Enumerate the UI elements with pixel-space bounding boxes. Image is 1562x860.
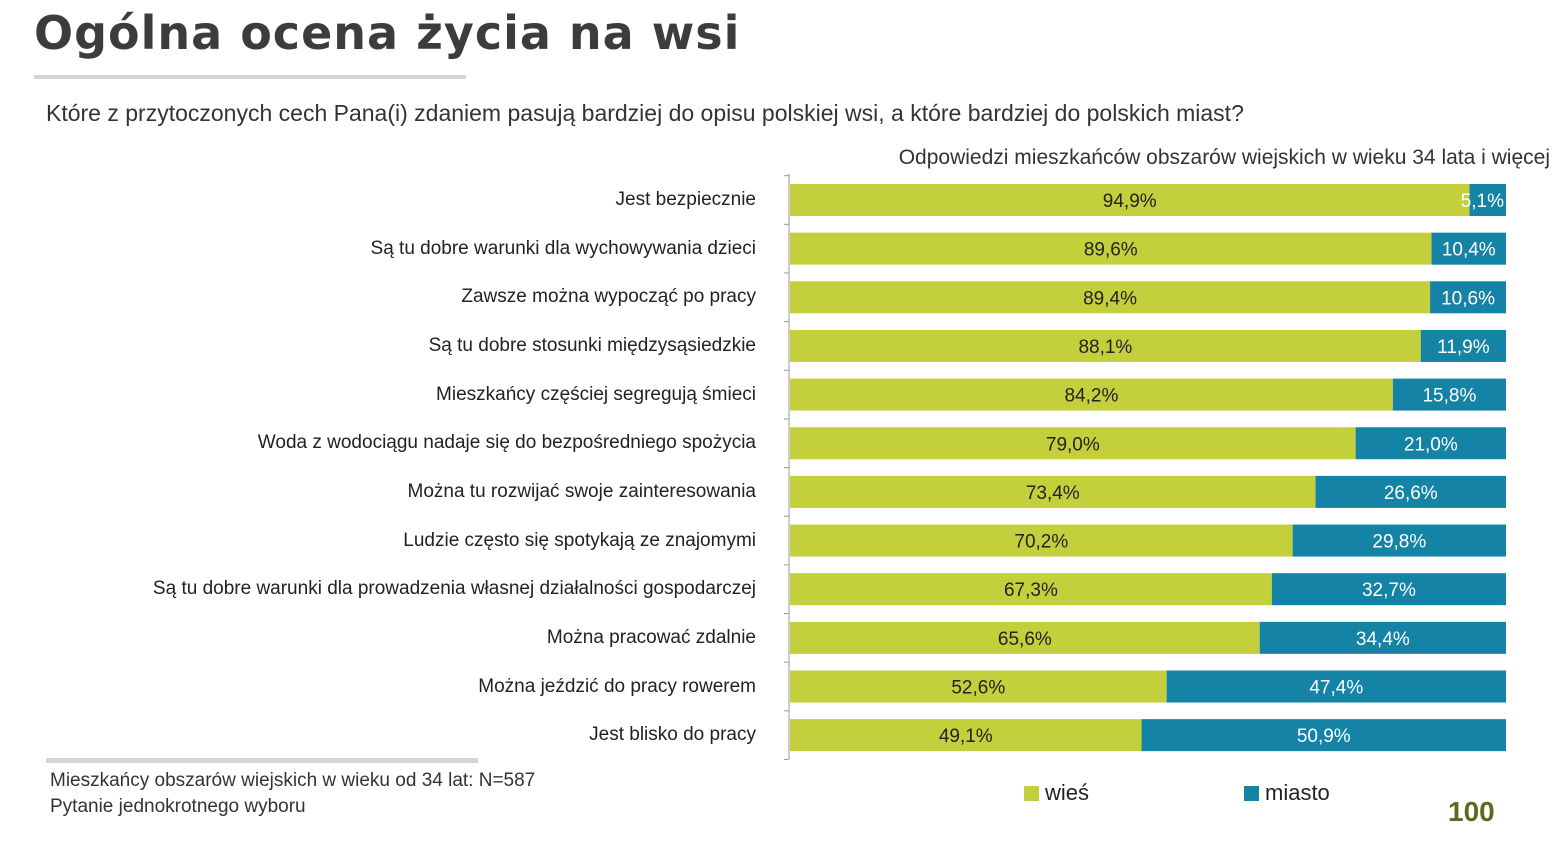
bar-wies xyxy=(790,329,1421,362)
data-label: 89,4% xyxy=(1083,288,1137,309)
data-label: 94,9% xyxy=(1103,191,1157,212)
bar-miasto xyxy=(1420,329,1506,362)
data-label: 73,4% xyxy=(1026,483,1080,504)
category-label: Zawsze można wypocząć po pracy xyxy=(461,286,756,308)
bar-wies xyxy=(790,281,1431,314)
title-divider xyxy=(34,75,466,79)
category-label: Można jeździć do pracy rowerem xyxy=(478,675,756,697)
data-label: 50,9% xyxy=(1297,726,1351,747)
data-label: 10,6% xyxy=(1441,288,1495,309)
bar-wies xyxy=(790,475,1316,508)
data-label: 32,7% xyxy=(1362,580,1416,601)
category-label: Są tu dobre stosunki międzysąsiedzkie xyxy=(428,334,756,356)
chart-title: Odpowiedzi mieszkańców obszarów wiejskic… xyxy=(898,146,1550,169)
sample-note: Mieszkańcy obszarów wiejskich w wieku od… xyxy=(50,770,536,791)
legend-label: miasto xyxy=(1265,780,1330,805)
bar-miasto xyxy=(1355,427,1506,460)
survey-question: Które z przytoczonych cech Pana(i) zdani… xyxy=(46,100,1244,126)
bar-miasto xyxy=(1469,184,1506,216)
bar-wies xyxy=(790,719,1142,752)
legend-swatch-wies xyxy=(1024,785,1039,801)
legend-swatch-miasto xyxy=(1244,785,1259,801)
legend-item-miasto: miasto xyxy=(1244,780,1330,806)
question-type-note: Pytanie jednokrotnego wyboru xyxy=(50,796,306,817)
bar-miasto xyxy=(1315,475,1506,508)
data-label: 29,8% xyxy=(1372,532,1426,553)
data-label: 70,2% xyxy=(1014,532,1068,553)
data-label: 34,4% xyxy=(1356,629,1410,650)
bar-miasto xyxy=(1430,281,1506,314)
bar-miasto xyxy=(1271,573,1506,606)
bar-miasto xyxy=(1392,378,1506,411)
bar-wies xyxy=(790,232,1432,265)
category-label: Jest blisko do pracy xyxy=(589,724,756,746)
bar-wies xyxy=(790,621,1260,654)
bar-miasto xyxy=(1431,232,1506,265)
legend-item-wies: wieś xyxy=(1024,780,1089,806)
data-label: 5,1% xyxy=(1461,191,1504,212)
bar-miasto xyxy=(1259,621,1506,654)
data-label: 15,8% xyxy=(1422,386,1476,407)
category-label: Są tu dobre warunki dla prowadzenia włas… xyxy=(152,578,756,600)
bar-wies xyxy=(790,573,1272,606)
category-label: Woda z wodociągu nadaje się do bezpośred… xyxy=(257,432,756,454)
category-label: Są tu dobre warunki dla wychowywania dzi… xyxy=(370,237,756,259)
bar-wies xyxy=(790,427,1356,460)
category-label: Mieszkańcy częściej segregują śmieci xyxy=(436,383,756,405)
data-label: 47,4% xyxy=(1309,678,1363,699)
data-label: 79,0% xyxy=(1046,434,1100,455)
data-label: 52,6% xyxy=(951,678,1005,699)
bar-miasto xyxy=(1292,524,1506,557)
footer-divider xyxy=(46,758,478,763)
data-label: 11,9% xyxy=(1437,337,1490,358)
data-label: 84,2% xyxy=(1064,386,1118,407)
bar-wies xyxy=(790,524,1293,557)
category-label: Można tu rozwijać swoje zainteresowania xyxy=(407,480,757,502)
data-label: 65,6% xyxy=(998,629,1052,650)
category-label: Można pracować zdalnie xyxy=(546,626,756,648)
page-number: 100 xyxy=(1448,796,1495,827)
bar-wies xyxy=(790,184,1470,216)
category-label: Jest bezpiecznie xyxy=(615,189,756,210)
data-label: 49,1% xyxy=(939,726,993,747)
bar-miasto xyxy=(1141,719,1506,752)
page-title: Ogólna ocena życia na wsi xyxy=(34,6,741,60)
bar-miasto xyxy=(1166,670,1506,703)
data-label: 88,1% xyxy=(1078,337,1132,358)
data-label: 26,6% xyxy=(1384,483,1438,504)
data-label: 21,0% xyxy=(1404,434,1458,455)
data-label: 10,4% xyxy=(1442,240,1496,261)
legend-label: wieś xyxy=(1045,780,1090,805)
bar-wies xyxy=(790,670,1167,703)
bar-wies xyxy=(790,378,1393,411)
category-label: Ludzie często się spotykają ze znajomymi xyxy=(403,529,756,551)
data-label: 67,3% xyxy=(1004,580,1058,601)
data-label: 89,6% xyxy=(1084,240,1138,261)
